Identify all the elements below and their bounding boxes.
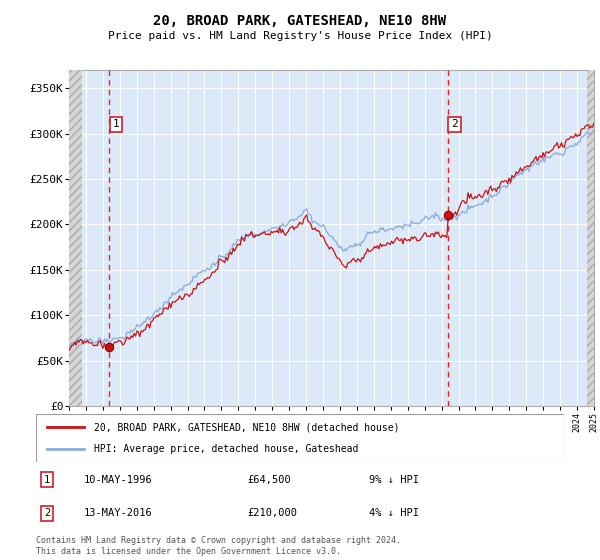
Text: Price paid vs. HM Land Registry's House Price Index (HPI): Price paid vs. HM Land Registry's House … (107, 31, 493, 41)
Text: 2: 2 (451, 119, 458, 129)
Text: 9% ↓ HPI: 9% ↓ HPI (368, 474, 419, 484)
Text: 2: 2 (44, 508, 50, 518)
Text: 10-MAY-1996: 10-MAY-1996 (83, 474, 152, 484)
Bar (587, 70, 600, 406)
Text: 20, BROAD PARK, GATESHEAD, NE10 8HW (detached house): 20, BROAD PARK, GATESHEAD, NE10 8HW (det… (94, 422, 400, 432)
Text: HPI: Average price, detached house, Gateshead: HPI: Average price, detached house, Gate… (94, 444, 358, 454)
FancyBboxPatch shape (36, 414, 564, 462)
Text: 1: 1 (113, 119, 119, 129)
Text: 13-MAY-2016: 13-MAY-2016 (83, 508, 152, 518)
Text: 4% ↓ HPI: 4% ↓ HPI (368, 508, 419, 518)
Text: £210,000: £210,000 (247, 508, 297, 518)
Text: £64,500: £64,500 (247, 474, 291, 484)
Text: 20, BROAD PARK, GATESHEAD, NE10 8HW: 20, BROAD PARK, GATESHEAD, NE10 8HW (154, 14, 446, 28)
Text: 1: 1 (44, 474, 50, 484)
Text: Contains HM Land Registry data © Crown copyright and database right 2024.
This d: Contains HM Land Registry data © Crown c… (36, 536, 401, 556)
Bar (69, 70, 82, 406)
